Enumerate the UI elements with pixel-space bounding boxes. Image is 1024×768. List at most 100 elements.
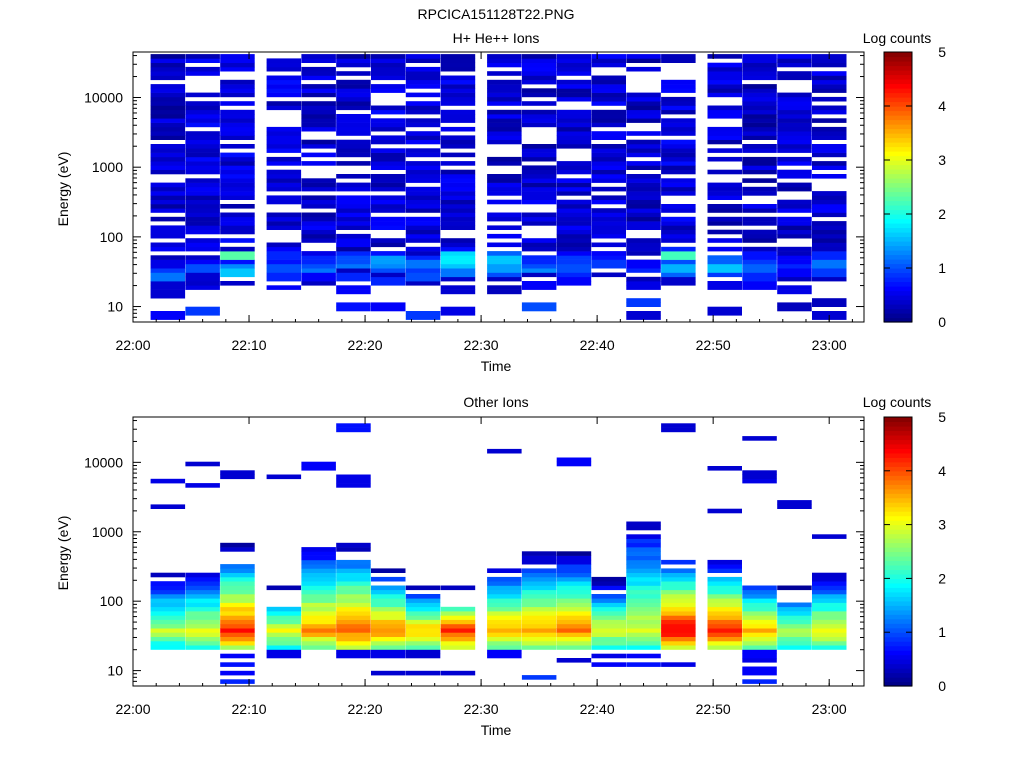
panel1-cell: [707, 238, 742, 243]
panel2-cell: [185, 636, 220, 642]
panel1-cell: [591, 195, 626, 200]
panel2-cell: [371, 585, 406, 591]
panel2-cell: [521, 602, 557, 608]
panel1-cell: [521, 195, 557, 200]
panel1-cell: [371, 109, 406, 115]
panel2-cell: [812, 623, 847, 629]
panel2-cell: [777, 640, 812, 646]
panel1-cell: [301, 199, 336, 205]
panel1-cell: [591, 216, 626, 222]
panel2-cell: [626, 606, 661, 612]
panel1-colorbar-swatch: [884, 115, 912, 121]
panel1-cell: [150, 242, 186, 248]
panel1-cell: [185, 242, 220, 248]
panel2-cell: [812, 594, 847, 599]
panel1-cell: [626, 315, 661, 320]
panel1-cell: [220, 58, 255, 63]
panel1-cell: [591, 118, 626, 123]
panel1-cell: [556, 229, 592, 235]
panel1-colorbar-swatch: [884, 110, 912, 116]
panel1-cell: [266, 101, 302, 106]
panel1-cell: [220, 182, 255, 188]
panel2-cell: [336, 547, 371, 552]
panel2-cell: [707, 559, 742, 565]
panel2-cell: [777, 623, 812, 629]
panel1-cell: [150, 135, 186, 140]
panel1-cell: [220, 246, 255, 252]
panel1-cell: [661, 251, 696, 256]
panel2-cell: [266, 632, 302, 637]
panel1-cell: [440, 169, 476, 175]
panel2-colorbar-swatch: [884, 502, 912, 508]
panel2-cell: [521, 606, 557, 612]
panel2-cell: [336, 572, 371, 578]
panel1-cell: [812, 71, 847, 76]
panel1-cell: [521, 109, 557, 115]
panel2-cell: [742, 594, 777, 599]
panel1-cell: [521, 306, 557, 312]
panel1-cell: [556, 161, 592, 166]
panel2-cell: [707, 466, 742, 471]
panel1-cell: [150, 191, 186, 196]
panel1-cell: [220, 259, 255, 265]
panel2-cell: [626, 585, 661, 591]
panel1-cell: [220, 238, 255, 243]
panel1-cell: [440, 216, 476, 222]
panel1-cell: [591, 221, 626, 226]
panel2-colorbar-swatch: [884, 538, 912, 544]
panel2-cell: [556, 606, 592, 612]
panel1-cell: [556, 199, 592, 205]
panel2-cell: [661, 662, 696, 667]
panel1-cell: [301, 233, 336, 239]
panel1-cell: [707, 75, 742, 81]
panel2-cell: [626, 662, 661, 667]
panel1-cell: [301, 182, 336, 188]
panel1-x-tick-label: 22:30: [464, 337, 499, 353]
panel2-colorbar-swatch: [884, 605, 912, 611]
panel1-cell: [742, 233, 777, 239]
panel1-cell: [405, 92, 441, 98]
panel1-cell: [220, 263, 255, 269]
panel1-cell: [440, 268, 476, 273]
panel1-cell: [336, 221, 371, 226]
panel2-colorbar-swatch: [884, 560, 912, 566]
panel1-cell: [405, 66, 441, 72]
panel1-cell: [742, 66, 777, 72]
panel2-cell: [521, 632, 557, 637]
panel1-cell: [556, 58, 592, 63]
panel2-cell: [521, 598, 557, 603]
panel1-cell: [707, 79, 742, 85]
panel1-cell: [301, 88, 336, 93]
panel1-colorbar-tick-label: 2: [938, 206, 946, 222]
panel1-cell: [336, 285, 371, 290]
panel1-cell: [336, 306, 371, 312]
panel1-cell: [336, 212, 371, 218]
panel2-x-tick-label: 22:40: [580, 701, 615, 717]
panel1-cell: [185, 208, 220, 213]
panel2-cell: [220, 568, 255, 573]
panel1-cell: [440, 126, 476, 132]
panel1-cell: [777, 148, 812, 153]
panel1-cell: [742, 208, 777, 213]
panel2-cell: [150, 645, 186, 650]
panel2-cell: [220, 606, 255, 612]
panel1-cell: [185, 199, 220, 205]
panel1-cell: [626, 204, 661, 209]
panel2-colorbar-swatch: [884, 479, 912, 485]
panel1-cell: [440, 161, 476, 166]
panel2-cell: [185, 483, 220, 488]
panel1-cell: [185, 281, 220, 286]
panel1-cell: [220, 152, 255, 158]
panel1-cell: [742, 281, 777, 286]
panel1-cell: [405, 263, 441, 269]
panel2-cell: [661, 576, 696, 582]
panel1-cell: [742, 131, 777, 136]
panel1-cell: [405, 105, 441, 111]
panel1-cell: [521, 62, 557, 68]
panel1-cell: [521, 79, 557, 85]
panel1-cell: [220, 62, 255, 68]
panel1-cell: [266, 221, 302, 226]
panel1-cell: [336, 204, 371, 209]
panel1-cell: [266, 66, 302, 72]
panel2-cell: [336, 619, 371, 625]
